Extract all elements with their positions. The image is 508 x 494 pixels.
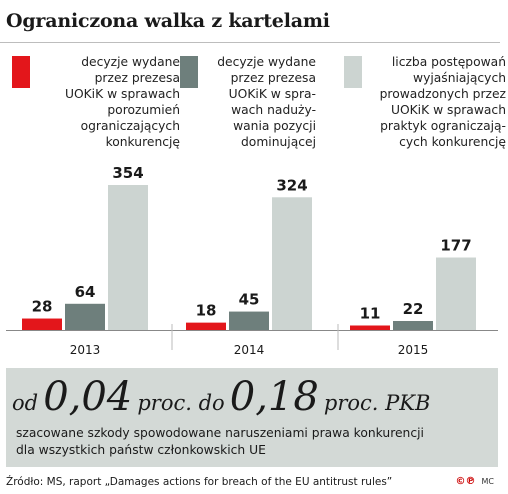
bar-2014-series-1: [186, 322, 226, 330]
summary-description: szacowane szkody spowodowane naruszeniam…: [16, 426, 424, 457]
summary-value-from: 0,04: [43, 374, 133, 420]
publisher-logo: ©℗ MC: [456, 476, 495, 487]
bar-label-2013-series-2: 64: [75, 283, 96, 301]
bar-label-2014-series-1: 18: [196, 302, 217, 320]
x-tick-label-2015: 2015: [398, 343, 429, 357]
bar-2015-series-1: [350, 325, 390, 330]
legend-swatch-2: [180, 56, 198, 88]
legend-swatch-3: [344, 56, 362, 88]
bar-label-2014-series-2: 45: [239, 291, 260, 309]
bar-label-2015-series-2: 22: [403, 300, 424, 318]
bar-label-2013-series-3: 354: [112, 164, 143, 182]
bar-label-2013-series-1: 28: [32, 298, 53, 316]
bar-2015-series-2: [393, 320, 433, 330]
source-note: Źródło: MS, raport „Damages actions for …: [6, 476, 393, 488]
summary-box: od 0,04 proc. do 0,18 proc. PKB szacowan…: [6, 368, 498, 467]
bar-2014-series-2: [229, 311, 269, 330]
summary-value-to: 0,18: [229, 374, 319, 420]
bar-label-2014-series-3: 324: [276, 176, 307, 194]
bar-2013-series-3: [108, 185, 148, 330]
summary-prefix: od: [12, 391, 39, 415]
chart-title: Ograniczona walka z kartelami: [6, 10, 330, 32]
summary-headline: od 0,04 proc. do 0,18 proc. PKB: [12, 374, 430, 420]
title-divider: [0, 42, 500, 43]
legend-text-1: decyzje wydane przez prezesa UOKiK w spr…: [64, 55, 180, 149]
summary-suffix: proc. PKB: [323, 391, 431, 415]
summary-middle: proc. do: [137, 391, 225, 415]
bar-2013-series-2: [65, 303, 105, 330]
bar-2014-series-3: [272, 197, 312, 330]
bar-label-2015-series-1: 11: [360, 304, 381, 322]
x-tick-label-2014: 2014: [234, 343, 265, 357]
x-tick-label-2013: 2013: [70, 343, 101, 357]
bar-chart: 28 64 354 2013 18 45 324 2014 11 22 177 2015: [6, 164, 498, 357]
author-initials: MC: [481, 477, 495, 486]
legend-swatch-1: [12, 56, 30, 88]
bar-2013-series-1: [22, 318, 62, 330]
logo-mark: ©℗: [455, 476, 476, 487]
legend-text-3: liczba postępowań wyjaśniających prowadz…: [379, 55, 506, 149]
legend-text-2: decyzje wydane przez prezesa UOKiK w spr…: [217, 55, 316, 149]
bar-2015-series-3: [436, 257, 476, 330]
bar-label-2015-series-3: 177: [440, 237, 471, 255]
